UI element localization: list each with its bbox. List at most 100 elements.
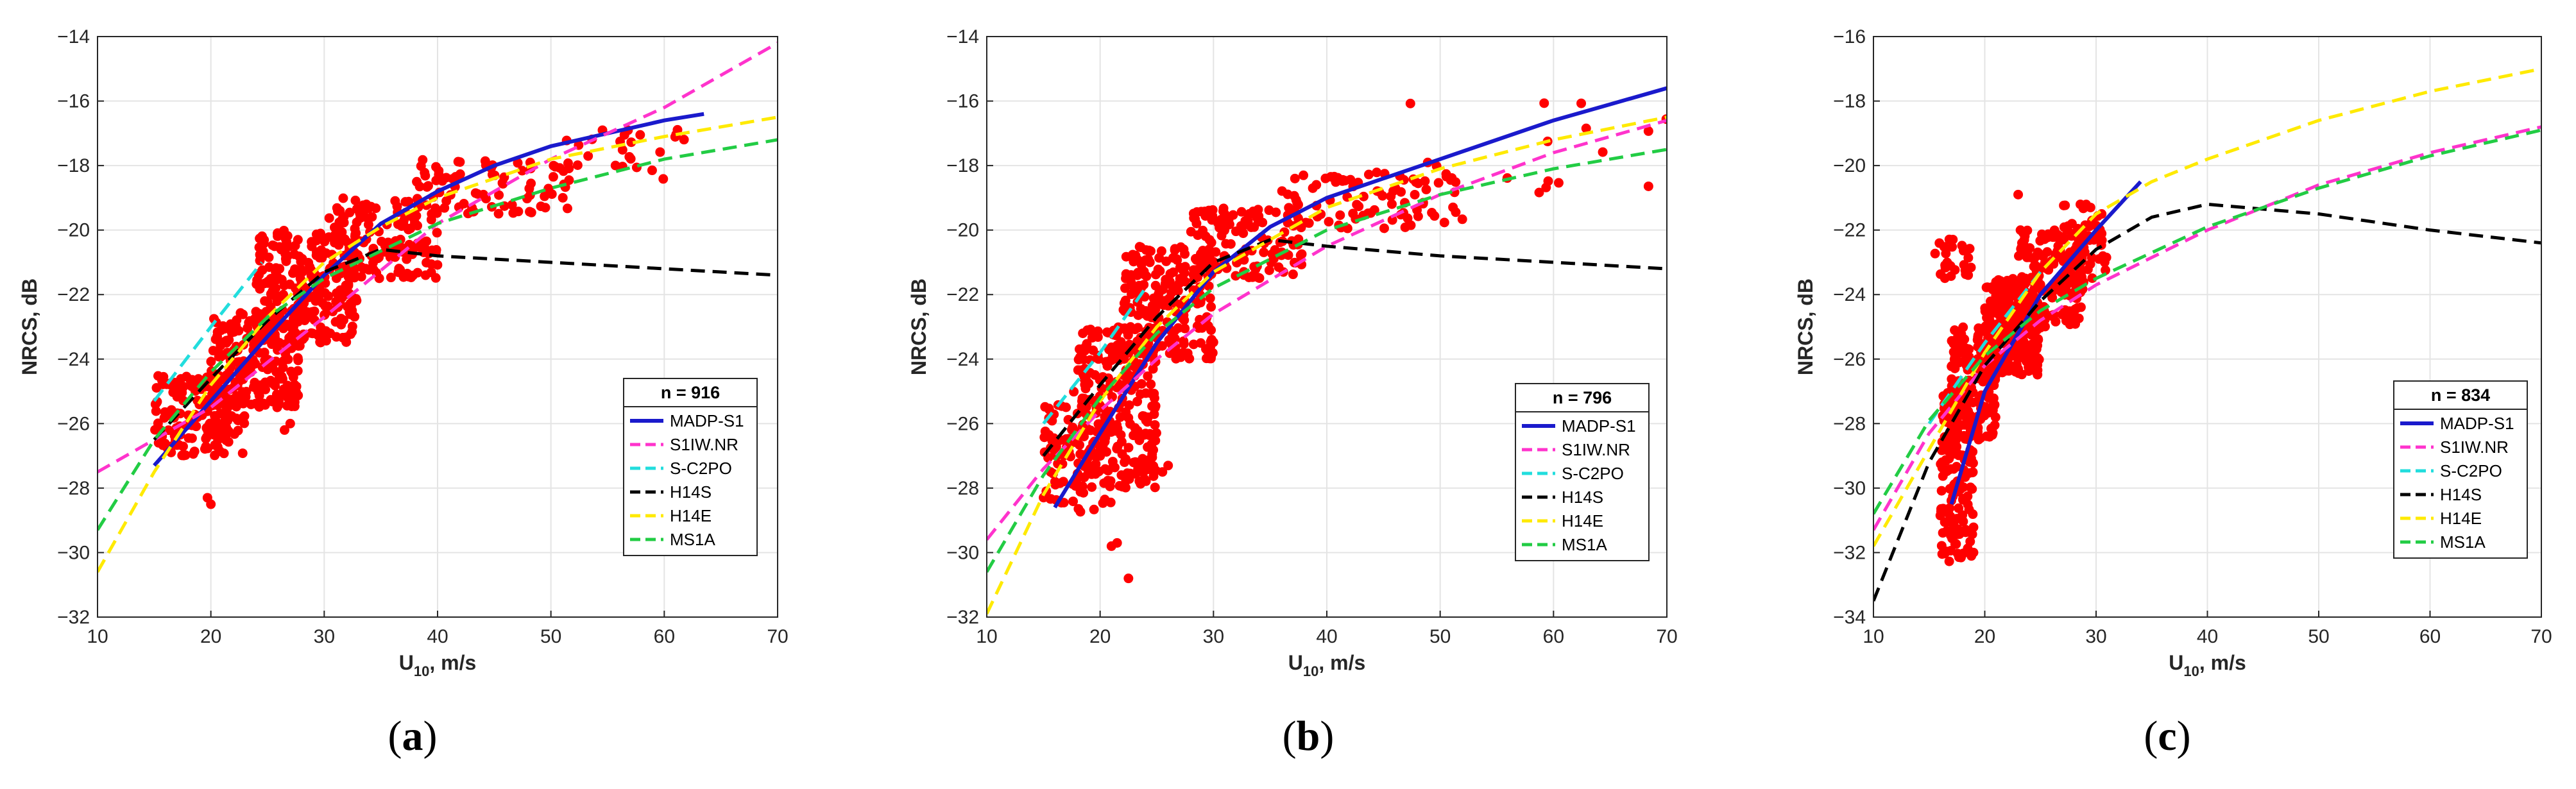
scatter-point <box>307 237 317 247</box>
scatter-point <box>1104 356 1114 366</box>
scatter-point <box>363 219 373 230</box>
scatter-point <box>1405 98 1415 108</box>
scatter-point <box>1213 217 1223 228</box>
y-tick-label: −18 <box>1833 91 1866 112</box>
legend-item-label: H14S <box>670 482 712 502</box>
scatter-point <box>1331 177 1341 187</box>
scatter-point <box>1299 170 1309 180</box>
scatter-point <box>1087 482 1097 492</box>
scatter-point <box>1049 433 1059 443</box>
scatter-point <box>564 164 574 174</box>
scatter-point <box>1363 169 1374 180</box>
x-axis-label: U10, m/s <box>1288 651 1366 679</box>
scatter-point <box>1086 325 1096 335</box>
scatter-point <box>2018 336 2029 346</box>
scatter-point <box>392 201 402 212</box>
y-tick-label: −26 <box>946 413 979 434</box>
y-tick-label: −28 <box>1833 413 1866 434</box>
scatter-point <box>1153 264 1163 275</box>
scatter-point <box>1962 420 1972 430</box>
scatter-point <box>268 286 278 296</box>
scatter-point <box>1576 98 1587 108</box>
scatter-point <box>1324 217 1334 227</box>
scatter-point <box>2033 353 2043 363</box>
caption-b-letter: b <box>1296 713 1320 759</box>
scatter-point <box>1150 401 1161 411</box>
scatter-point <box>572 160 583 170</box>
scatter-point <box>2011 360 2022 370</box>
scatter-point <box>1643 126 1653 136</box>
legend-item-label: MADP-S1 <box>1562 416 1636 436</box>
scatter-point <box>1240 216 1250 226</box>
scatter-point <box>1075 352 1085 362</box>
legend-item-label: S-C2PO <box>1562 464 1624 483</box>
scatter-point <box>1433 178 1444 188</box>
scatter-point <box>1225 239 1236 249</box>
scatter-point <box>2025 243 2035 253</box>
scatter-point <box>1984 364 1995 374</box>
x-tick-label: 50 <box>2308 626 2329 647</box>
scatter-point <box>432 260 443 270</box>
legend-item-label: S1IW.NR <box>670 435 738 454</box>
scatter-point <box>1354 201 1364 212</box>
caption-c-letter: c <box>2158 713 2177 759</box>
scatter-point <box>189 446 200 457</box>
scatter-point <box>255 284 265 294</box>
scatter-point <box>257 231 268 241</box>
scatter-point <box>1163 461 1173 471</box>
scatter-point <box>1963 491 1973 502</box>
scatter-point <box>1098 441 1108 451</box>
scatter-point <box>2003 288 2013 298</box>
y-tick-label: −22 <box>1833 220 1866 241</box>
scatter-point <box>285 418 295 428</box>
scatter-point <box>1125 468 1136 479</box>
scatter-point <box>272 402 282 412</box>
chart-panel-2: 10 20 30 40 50 60 70 −32 −30 −28 −26 −24 −22 −20 −18 −1… <box>907 26 1678 679</box>
x-tick-label: 10 <box>87 626 108 647</box>
scatter-point <box>2072 271 2083 281</box>
scatter-point <box>254 391 264 401</box>
scatter-point <box>1301 217 1311 228</box>
scatter-point <box>1598 147 1608 157</box>
y-tick-label: −20 <box>946 220 979 241</box>
y-tick-label: −26 <box>1833 349 1866 370</box>
scatter-point <box>2098 251 2108 261</box>
scatter-point <box>286 366 296 377</box>
scatter-point <box>1206 325 1216 335</box>
scatter-point <box>1372 167 1382 178</box>
scatter-point <box>1123 573 1134 584</box>
scatter-point <box>549 160 559 171</box>
x-tick-label: 30 <box>314 626 335 647</box>
scatter-point <box>1944 454 1954 464</box>
scatter-point <box>1134 242 1145 252</box>
scatter-point <box>1387 215 1397 225</box>
scatter-point <box>1098 498 1108 508</box>
series-line-h14s <box>1873 202 2541 602</box>
scatter-point <box>1413 178 1423 189</box>
scatter-point <box>1121 325 1131 335</box>
x-tick-label: 40 <box>1316 626 1337 647</box>
scatter-point <box>679 135 689 145</box>
scatter-point <box>1080 344 1091 355</box>
scatter-point <box>178 382 189 392</box>
scatter-point <box>172 387 182 398</box>
series-line-h14e <box>987 115 1667 615</box>
y-tick-label: −28 <box>57 478 90 499</box>
scatter-point <box>1293 199 1304 210</box>
scatter-point <box>522 194 533 204</box>
scatter-point <box>1254 211 1264 221</box>
legend-item-label: MS1A <box>2440 532 2486 552</box>
scatter-point <box>1150 420 1160 430</box>
scatter-point <box>494 190 504 200</box>
legend: n = 834 MADP-S1 S1IW.NR S-C2PO H14S H14E MS1A <box>2393 380 2528 559</box>
scatter-point <box>1113 441 1123 452</box>
x-tick-label: 70 <box>2530 626 2552 647</box>
x-tick-label: 40 <box>2197 626 2218 647</box>
scatter-point <box>1984 319 1995 330</box>
scatter-point <box>1439 217 1449 228</box>
scatter-point <box>2035 235 2045 246</box>
scatter-point <box>1335 210 1345 220</box>
scatter-point <box>617 145 627 155</box>
y-tick-label: −20 <box>1833 155 1866 176</box>
scatter-point <box>1172 282 1182 293</box>
